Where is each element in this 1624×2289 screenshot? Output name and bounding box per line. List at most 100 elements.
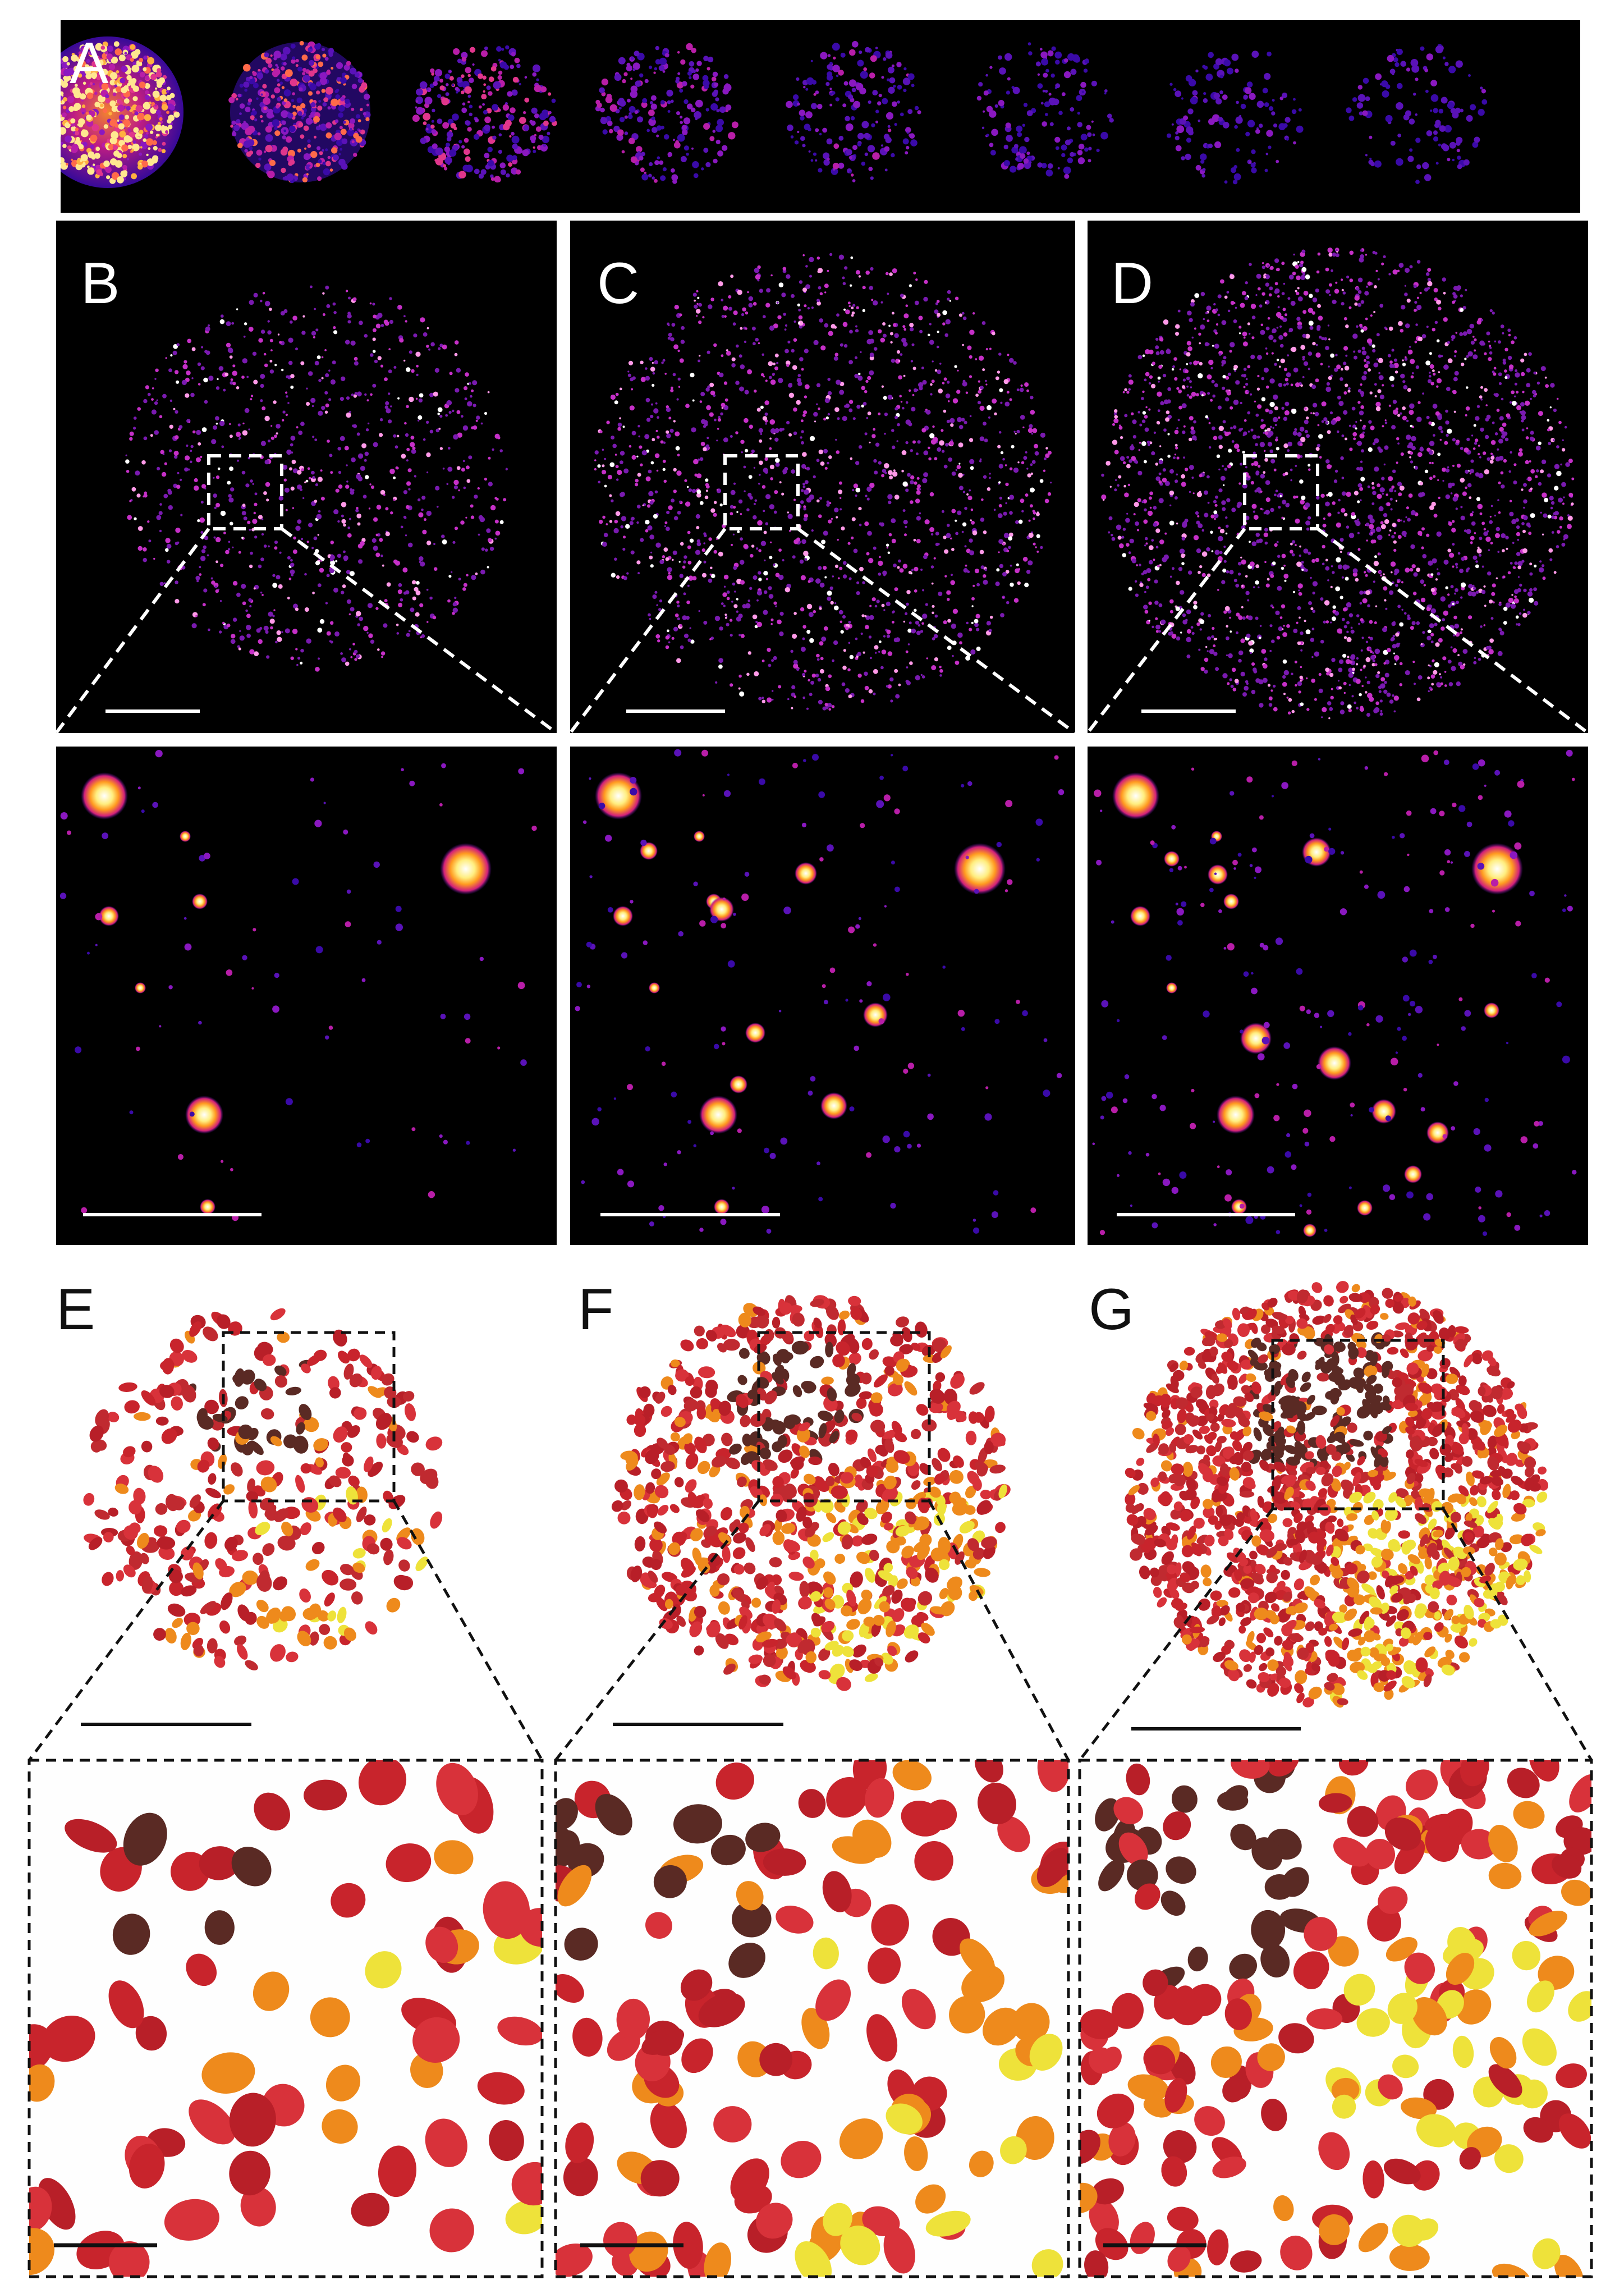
nucleus-dot — [264, 150, 267, 153]
fluorescent-spot — [1148, 408, 1151, 411]
fluorescent-spot — [1023, 456, 1027, 460]
nucleus-dot — [109, 100, 116, 107]
fluorescent-spot — [666, 510, 670, 515]
fluorescent-spot — [950, 423, 954, 427]
nucleus-dot — [480, 169, 487, 175]
fluorescent-spot — [312, 475, 315, 479]
nucleus-dot — [731, 121, 738, 129]
nucleus-dot — [111, 172, 120, 180]
fluorescent-spot — [1277, 585, 1282, 591]
nucleus-dot — [983, 90, 989, 96]
fluorescent-spot — [861, 614, 865, 617]
nucleus-dot — [490, 174, 494, 178]
nucleus-dot — [37, 125, 43, 131]
fluorescent-spot — [201, 427, 207, 432]
fluorescent-spot — [1009, 467, 1013, 471]
fluorescent-spot — [864, 615, 867, 617]
fluorescent-spot — [976, 583, 980, 587]
nucleus-dot — [852, 41, 859, 48]
fluorescent-spot — [1226, 625, 1228, 628]
fluorescent-spot — [852, 304, 856, 307]
fluorescent-spot — [1162, 373, 1167, 378]
nucleus-dot — [1006, 135, 1013, 142]
nucleus-dot — [635, 80, 641, 87]
nucleus-dot — [1413, 93, 1416, 96]
fluorescent-spot — [652, 372, 655, 375]
fluorescent-spot — [314, 360, 319, 365]
fluorescent-spot — [773, 362, 776, 365]
fluorescent-spot — [1331, 269, 1333, 272]
nucleus-dot — [130, 57, 134, 62]
nucleus-dot — [257, 132, 261, 136]
fluorescent-spot — [176, 380, 180, 384]
nucleus-dot — [659, 57, 667, 66]
fluorescent-spot — [887, 395, 893, 400]
nucleus-dot — [308, 91, 313, 96]
nucleus-dot — [298, 122, 304, 127]
fluorescent-spot — [1554, 464, 1560, 469]
fluorescent-spot — [426, 327, 429, 329]
fluorescent-spot — [786, 364, 790, 367]
nucleus-dot — [338, 105, 345, 112]
fluorescent-spot — [1044, 498, 1049, 503]
nucleus-dot — [48, 79, 56, 86]
fluorescent-spot — [1283, 670, 1289, 676]
fluorescent-spot — [479, 516, 485, 523]
fluorescent-spot — [1008, 536, 1013, 541]
fluorescent-spot — [847, 542, 851, 545]
nucleus-dot — [838, 162, 845, 169]
nucleus-dot — [61, 112, 67, 118]
fluorescent-spot — [1251, 662, 1255, 666]
fluorescent-spot — [730, 489, 736, 495]
fluorescent-spot — [912, 440, 916, 444]
fluorescent-spot — [1173, 456, 1176, 459]
fluorescent-spot — [1547, 473, 1552, 478]
nucleus-dot — [690, 84, 695, 89]
fluorescent-spot — [966, 493, 969, 496]
fluorescent-spot — [816, 257, 820, 260]
fluorescent-spot — [414, 475, 417, 478]
fluorescent-spot — [620, 492, 625, 497]
fluorescent-spot — [185, 393, 190, 398]
fluorescent-spot — [470, 504, 474, 508]
fluorescent-spot — [315, 328, 319, 332]
fluorescent-spot — [915, 498, 920, 503]
nucleus-dot — [907, 109, 913, 115]
nucleus-dot — [660, 175, 666, 181]
fluorescent-spot — [740, 513, 742, 515]
fluorescent-spot — [1155, 617, 1158, 620]
fluorescent-spot — [1379, 487, 1385, 493]
nucleus-dot — [449, 76, 454, 81]
fluorescent-spot — [802, 482, 805, 486]
fluorescent-spot — [435, 428, 440, 433]
fluorescent-spot — [755, 337, 759, 342]
nucleus-dot — [889, 77, 896, 84]
nucleus-dot — [1240, 103, 1246, 109]
fluorescent-spot — [847, 668, 851, 672]
nucleus-dot — [315, 162, 320, 167]
nucleus-dot — [511, 52, 516, 57]
nucleus-dot — [109, 79, 116, 86]
fluorescent-spot — [1297, 287, 1300, 290]
nucleus-dot — [712, 91, 718, 97]
fluorescent-spot — [335, 560, 338, 562]
fluorescent-spot — [304, 481, 306, 484]
fluorescent-spot — [268, 545, 270, 548]
nucleus-dot — [292, 111, 297, 116]
fluorescent-spot — [958, 473, 963, 478]
fluorescent-spot — [1346, 630, 1349, 634]
fluorescent-spot — [1260, 474, 1265, 479]
fluorescent-spot — [911, 343, 915, 346]
fluorescent-spot — [791, 349, 795, 353]
fluorescent-spot — [1158, 364, 1163, 369]
fluorescent-spot — [1306, 416, 1309, 420]
fluorescent-spot — [696, 542, 701, 547]
fluorescent-spot — [910, 449, 914, 452]
nucleus-dot — [329, 168, 333, 172]
nucleus-dot — [1298, 108, 1302, 112]
nucleus-dot — [639, 73, 644, 77]
fluorescent-spot — [730, 505, 734, 509]
nucleus-dot — [339, 126, 343, 130]
nucleus-dot — [715, 139, 721, 144]
nucleus-dot — [146, 138, 154, 146]
